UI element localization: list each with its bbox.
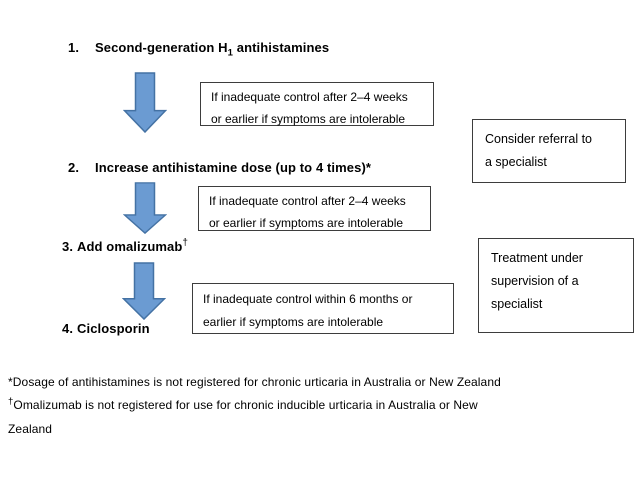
step-3-text: Add omalizumab†: [77, 237, 189, 254]
step-3-number: 3.: [62, 239, 74, 254]
footnote-asterisk-text: Dosage of antihistamines is not register…: [12, 375, 501, 389]
condition-box-1-line-2: or earlier if symptoms are intolerable: [211, 111, 406, 126]
down-arrow-icon-3: [122, 262, 166, 320]
step-2-label: 2. Increase antihistamine dose (up to 4 t…: [68, 160, 371, 175]
condition-box-2-line-2: or earlier if symptoms are intolerable: [209, 215, 404, 230]
side-box-consider-referral: Consider referral to a specialist: [472, 119, 626, 183]
down-arrow-shape: [122, 262, 166, 320]
down-arrow-icon-1: [123, 72, 167, 133]
side-box-1-line-2: a specialist: [485, 155, 547, 169]
step-4-label: 4. Ciclosporin: [62, 321, 150, 336]
side-box-2-line-2: supervision of a: [491, 274, 579, 288]
condition-box-3: If inadequate control within 6 months or…: [192, 283, 454, 334]
footnote-dagger-marker: †: [8, 396, 14, 407]
condition-box-3-line-2: earlier if symptoms are intolerable: [203, 314, 384, 329]
step-1-label: 1. Second-generation H1 antihistamines: [68, 40, 330, 59]
side-box-2-line-3: specialist: [491, 297, 543, 311]
down-arrow-shape: [123, 182, 167, 234]
side-box-1-line-1: Consider referral to: [485, 132, 592, 146]
step-4-text: Ciclosporin: [77, 321, 150, 336]
step-2-number: 2.: [68, 160, 80, 175]
step-2-text: Increase antihistamine dose (up to 4 tim…: [95, 160, 372, 175]
condition-box-3-line-1: If inadequate control within 6 months or: [203, 292, 413, 306]
footnote-asterisk-marker: *: [8, 375, 13, 389]
step-1-text: Second-generation H1 antihistamines: [95, 40, 330, 59]
footnote-dagger-line-1: †Omalizumab is not registered for use fo…: [8, 396, 478, 412]
condition-box-2: If inadequate control after 2–4 weeks or…: [198, 186, 431, 231]
step-4-number: 4.: [62, 321, 74, 336]
side-box-2-line-1: Treatment under: [491, 251, 583, 265]
footnote-dagger-text: Omalizumab is not registered for use for…: [13, 398, 478, 412]
condition-box-1: If inadequate control after 2–4 weeks or…: [200, 82, 434, 126]
side-box-treatment-supervision: Treatment under supervision of a special…: [478, 238, 634, 333]
step-3-label: 3. Add omalizumab†: [62, 237, 189, 254]
dagger-superscript: †: [182, 237, 189, 249]
footnote-asterisk: *Dosage of antihistamines is not registe…: [8, 375, 501, 389]
h1-subscript: 1: [227, 47, 234, 59]
condition-box-2-line-1: If inadequate control after 2–4 weeks: [209, 194, 406, 208]
down-arrow-shape: [123, 72, 167, 133]
step-1-number: 1.: [68, 40, 80, 55]
footnote-dagger-line-2: Zealand: [8, 422, 53, 436]
down-arrow-icon-2: [123, 182, 167, 234]
condition-box-1-line-1: If inadequate control after 2–4 weeks: [211, 90, 408, 104]
